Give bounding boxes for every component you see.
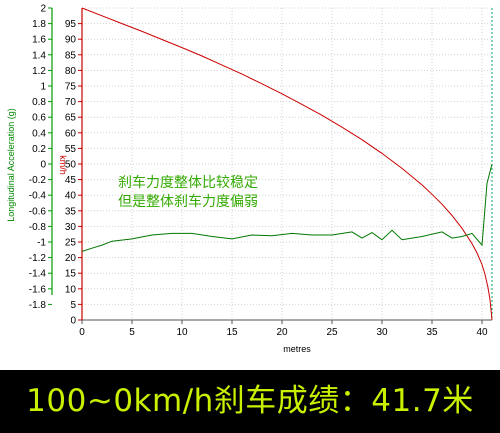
result-banner: 100~0km/h刹车成绩：41.7米 (0, 370, 500, 433)
speed-tick-label: 0 (70, 316, 76, 327)
left-tick-label: 0.2 (32, 144, 46, 155)
left-tick-label: -0.6 (29, 206, 47, 217)
x-axis-title: metres (283, 344, 311, 354)
speed-tick-label: 35 (65, 206, 77, 217)
braking-chart: 2 1.8 1.6 1.4 1.2 1 0.8 0.6 0.4 0.2 0 -0.2 -0.4 -0.6 -… (6, 3, 493, 354)
x-tick-label: 5 (129, 327, 135, 338)
speed-series-line (81, 7, 493, 321)
left-tick-label: -1.6 (29, 284, 47, 295)
x-tick-label: 30 (376, 327, 388, 338)
speed-tick-label: 5 (70, 300, 76, 311)
x-tick-label: 0 (79, 327, 85, 338)
x-tick-label: 35 (426, 327, 438, 338)
speed-tick-label: 25 (65, 238, 77, 249)
speed-tick-label: 65 (65, 113, 77, 124)
left-tick-label: 1 (40, 82, 46, 93)
left-tick-label: 2 (40, 4, 46, 15)
left-tick-label: 0 (40, 160, 46, 171)
speed-tick-label: 40 (65, 191, 77, 202)
left-tick-label: 1.8 (32, 19, 46, 30)
speed-tick-label: 20 (65, 253, 77, 264)
acceleration-series-line (81, 163, 493, 252)
speed-tick-label: 95 (65, 19, 77, 30)
speed-tick-label: 30 (65, 222, 77, 233)
left-tick-label: -1.2 (29, 253, 47, 264)
speed-tick-label: 55 (65, 144, 77, 155)
left-tick-label: 1.2 (32, 66, 46, 77)
annotation-line: 但是整体刹车力度偏弱 (118, 193, 258, 210)
x-tick-label: 20 (276, 327, 288, 338)
x-tick-label: 10 (176, 327, 188, 338)
speed-tick-label: 80 (65, 66, 77, 77)
speed-tick-label: 85 (65, 50, 77, 61)
chart-canvas: 2 1.8 1.6 1.4 1.2 1 0.8 0.6 0.4 0.2 0 -0.2 -0.4 -0.6 -… (6, 4, 493, 354)
left-tick-label: -0.4 (29, 191, 47, 202)
speed-tick-label: 10 (65, 284, 77, 295)
left-tick-label: -0.2 (29, 175, 47, 186)
left-tick-label: 0.8 (32, 97, 46, 108)
left-tick-label: 0.4 (32, 128, 46, 139)
banner-text: 100~0km/h刹车成绩：41.7米 (26, 383, 474, 419)
x-tick-label: 15 (226, 327, 238, 338)
speed-tick-label: 60 (65, 128, 77, 139)
right-axis-title: km/h (58, 155, 68, 175)
left-tick-label: -1.4 (29, 269, 47, 280)
left-tick-label: -1.8 (29, 300, 47, 311)
annotation-line: 刹车力度整体比较稳定 (118, 174, 258, 191)
left-tick-label: -1 (37, 238, 46, 249)
left-tick-label: -0.8 (29, 222, 47, 233)
x-tick-label: 40 (476, 327, 488, 338)
speed-tick-label: 45 (65, 175, 77, 186)
left-tick-label: 0.6 (32, 113, 46, 124)
left-tick-label: 1.6 (32, 35, 46, 46)
speed-tick-label: 70 (65, 97, 77, 108)
speed-tick-label: 15 (65, 269, 77, 280)
x-tick-label: 25 (326, 327, 338, 338)
speed-tick-label: 50 (65, 160, 77, 171)
left-axis-title: Longitudinal Acceleration (g) (6, 108, 16, 222)
speed-tick-label: 90 (65, 35, 77, 46)
left-tick-label: 1.4 (32, 50, 46, 61)
speed-tick-label: 75 (65, 82, 77, 93)
